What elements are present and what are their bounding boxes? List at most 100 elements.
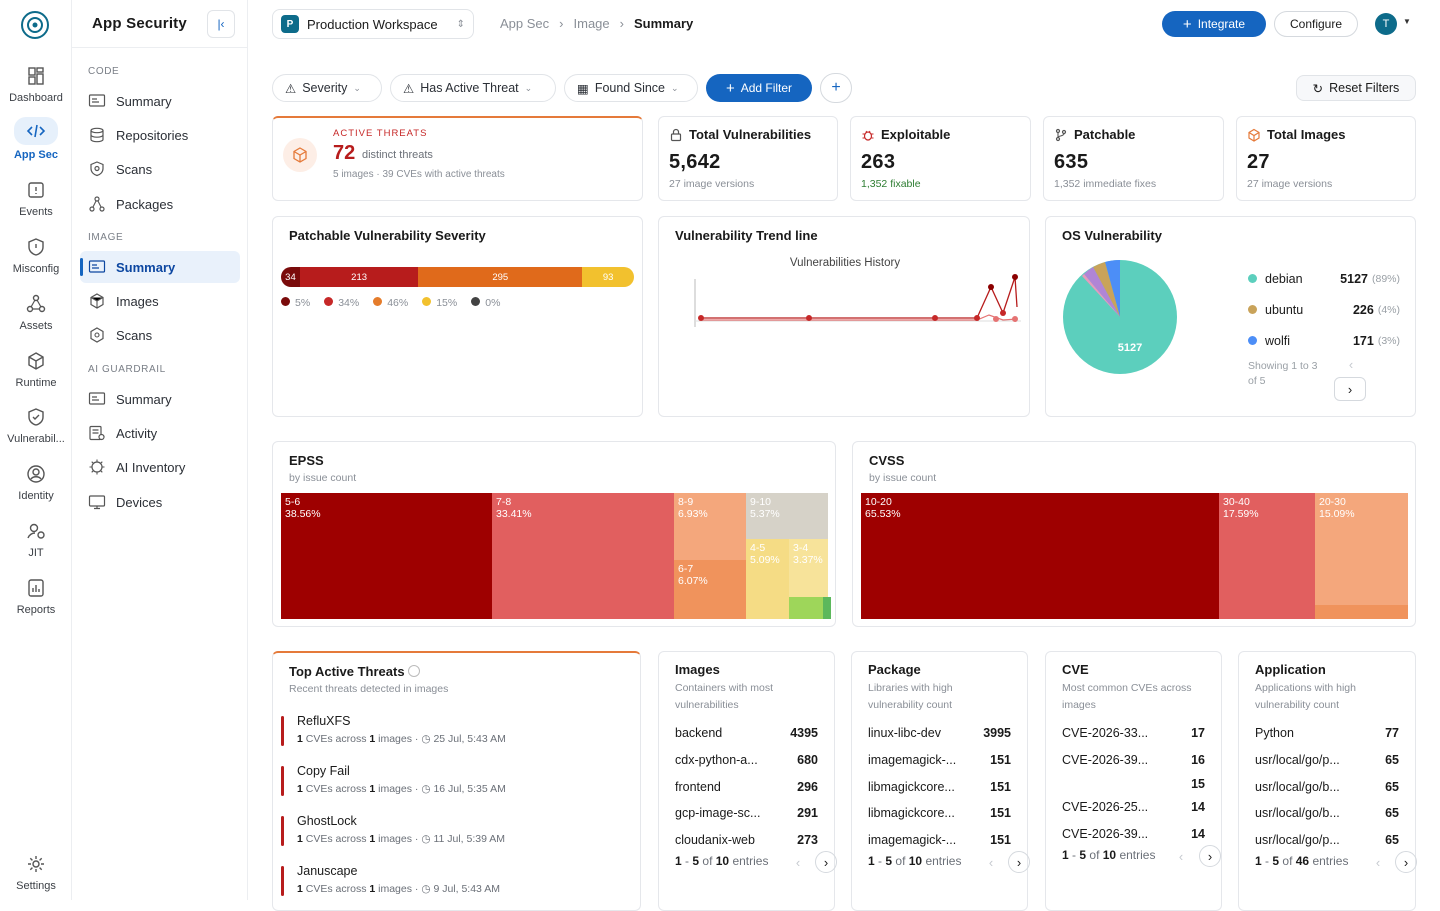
severity-segment-critical[interactable]: 34 (281, 267, 300, 287)
avatar[interactable]: T (1375, 13, 1397, 35)
severity-segment-low[interactable]: 93 (582, 267, 634, 287)
rail-item-assets[interactable]: Assets (0, 292, 72, 332)
treemap-cell[interactable]: 8-9 6.93% (674, 493, 746, 560)
treemap-cell[interactable]: 20-30 15.09% (1315, 493, 1408, 605)
list-item[interactable]: usr/local/go/p... 65 (1255, 833, 1399, 847)
active-threats-card[interactable]: ACTIVE THREATS 72 distinct threats 5 ima… (272, 116, 643, 201)
trend-point[interactable] (1000, 310, 1006, 316)
os-legend-row[interactable]: debian 5127 (89%) (1248, 263, 1400, 294)
pie-slice-other[interactable] (1084, 267, 1120, 317)
kpi-total-images[interactable]: Total Images 27 27 image versions (1236, 116, 1416, 201)
severity-segment-high[interactable]: 213 (299, 267, 419, 287)
kpi-exploitable[interactable]: Exploitable 263 1,352 fixable (850, 116, 1031, 201)
treemap-cell[interactable] (789, 597, 823, 619)
treemap-cell[interactable]: 7-8 33.41% (492, 493, 674, 619)
sidebar-item-devices[interactable]: Devices (80, 486, 240, 518)
sidebar-item-images[interactable]: Images (80, 285, 240, 317)
trend-point[interactable] (988, 284, 994, 290)
next-page-button[interactable]: › (1199, 845, 1221, 867)
treemap-cell[interactable]: 4-5 5.09% (746, 539, 789, 619)
pie-slice-wolfi[interactable] (1105, 260, 1120, 317)
list-item[interactable]: Python 77 (1255, 726, 1399, 740)
sidebar-item-code-scans[interactable]: Scans (80, 153, 240, 185)
list-item[interactable]: libmagickcore... 151 (868, 806, 1011, 820)
trend-point[interactable] (806, 315, 812, 321)
found-since-filter[interactable]: ▦ Found Since ⌄ (564, 74, 698, 102)
list-item[interactable]: frontend 296 (675, 780, 818, 794)
rail-item-runtime[interactable]: Runtime (0, 349, 72, 389)
threat-item[interactable]: Januscape 1 CVEs across 1 images · ◷ 9 Ju… (281, 864, 611, 900)
next-page-button[interactable]: › (1395, 851, 1417, 873)
treemap-cell[interactable]: 10-20 65.53% (861, 493, 1219, 619)
prev-page-button[interactable]: ‹ (1170, 845, 1192, 867)
os-prev-button[interactable]: ‹ (1340, 353, 1362, 375)
threat-item[interactable]: RefluXFS 1 CVEs across 1 images · ◷ 25 Ju… (281, 714, 611, 750)
treemap-cell[interactable]: 5-6 38.56% (281, 493, 492, 619)
rail-item-jit[interactable]: JIT (0, 519, 72, 559)
treemap-cell[interactable] (1315, 605, 1408, 619)
rail-item-settings[interactable]: Settings (0, 852, 72, 892)
breadcrumb-app-sec[interactable]: App Sec (500, 16, 550, 31)
prev-page-button[interactable]: ‹ (980, 851, 1002, 873)
pie-slice-ubuntu[interactable] (1093, 262, 1120, 317)
sidebar-item-repositories[interactable]: Repositories (80, 119, 240, 151)
list-item[interactable]: CVE-2026-25... 14 (1062, 800, 1205, 814)
os-pie-chart[interactable]: 5127 (1060, 257, 1180, 377)
list-item[interactable]: imagemagick-... 151 (868, 753, 1011, 767)
collapse-sidebar-button[interactable]: |‹ (207, 9, 235, 38)
add-filter-circle-button[interactable]: + (820, 73, 852, 103)
prev-page-button[interactable]: ‹ (787, 851, 809, 873)
rail-item-vulnerabilities[interactable]: Vulnerabil... (0, 405, 72, 445)
rail-item-app-sec[interactable]: App Sec (0, 117, 72, 161)
active-threat-filter[interactable]: ⚠ Has Active Threat ⌄ (390, 74, 556, 102)
sidebar-item-code-summary[interactable]: Summary (80, 85, 240, 117)
trend-point[interactable] (698, 315, 704, 321)
next-page-button[interactable]: › (1008, 851, 1030, 873)
os-legend-row[interactable]: ubuntu 226 (4%) (1248, 294, 1400, 325)
severity-segment-medium[interactable]: 295 (418, 267, 583, 287)
list-item[interactable]: CVE-2026-39... 14 (1062, 827, 1205, 841)
rail-item-events[interactable]: Events (0, 178, 72, 218)
list-item[interactable]: CVE-2026-39... 16 (1062, 753, 1205, 767)
configure-button[interactable]: Configure (1274, 11, 1358, 37)
list-item[interactable]: cloudanix-web 273 (675, 833, 818, 847)
trend-line-chart[interactable] (659, 267, 1031, 387)
integrate-button[interactable]: + Integrate (1162, 11, 1266, 37)
trend-point[interactable] (974, 315, 980, 321)
pie-slice-other[interactable] (1082, 274, 1120, 317)
list-item[interactable]: usr/local/go/b... 65 (1255, 780, 1399, 794)
list-item[interactable]: gcp-image-sc... 291 (675, 806, 818, 820)
severity-filter[interactable]: ⚠ Severity ⌄ (272, 74, 382, 102)
prev-page-button[interactable]: ‹ (1367, 851, 1389, 873)
kpi-patchable[interactable]: Patchable 635 1,352 immediate fixes (1043, 116, 1224, 201)
trend-point[interactable] (932, 315, 938, 321)
next-page-button[interactable]: › (815, 851, 837, 873)
treemap-cell[interactable]: 3-4 3.37% (789, 539, 828, 597)
list-item[interactable]: 15 (1062, 777, 1205, 791)
sidebar-item-ai-summary[interactable]: Summary (80, 383, 240, 415)
trend-point[interactable] (1012, 274, 1018, 280)
threat-item[interactable]: Copy Fail 1 CVEs across 1 images · ◷ 16 J… (281, 764, 611, 800)
reset-filters-button[interactable]: ↻ Reset Filters (1296, 75, 1416, 101)
list-item[interactable]: libmagickcore... 151 (868, 780, 1011, 794)
list-item[interactable]: backend 4395 (675, 726, 818, 740)
sidebar-item-image-summary[interactable]: Summary (80, 251, 240, 283)
list-item[interactable]: imagemagick-... 151 (868, 833, 1011, 847)
os-next-button[interactable]: › (1334, 377, 1366, 401)
list-item[interactable]: usr/local/go/b... 65 (1255, 806, 1399, 820)
rail-item-misconfig[interactable]: Misconfig (0, 235, 72, 275)
treemap-cell[interactable]: 9-10 5.37% (746, 493, 828, 539)
info-icon[interactable] (408, 665, 421, 677)
rail-item-dashboard[interactable]: Dashboard (0, 64, 72, 104)
list-item[interactable]: usr/local/go/p... 65 (1255, 753, 1399, 767)
workspace-selector[interactable]: P Production Workspace ⇕ (272, 9, 474, 39)
sidebar-item-image-scans[interactable]: Scans (80, 319, 240, 351)
sidebar-item-packages[interactable]: Packages (80, 188, 240, 220)
logo-icon[interactable] (19, 9, 51, 41)
add-filter-button[interactable]: + Add Filter (706, 74, 812, 102)
treemap-cell[interactable] (823, 597, 831, 619)
trend-point[interactable] (993, 316, 999, 322)
sidebar-item-activity[interactable]: Activity (80, 417, 240, 449)
list-item[interactable]: cdx-python-a... 680 (675, 753, 818, 767)
breadcrumb-image[interactable]: Image (573, 16, 610, 31)
